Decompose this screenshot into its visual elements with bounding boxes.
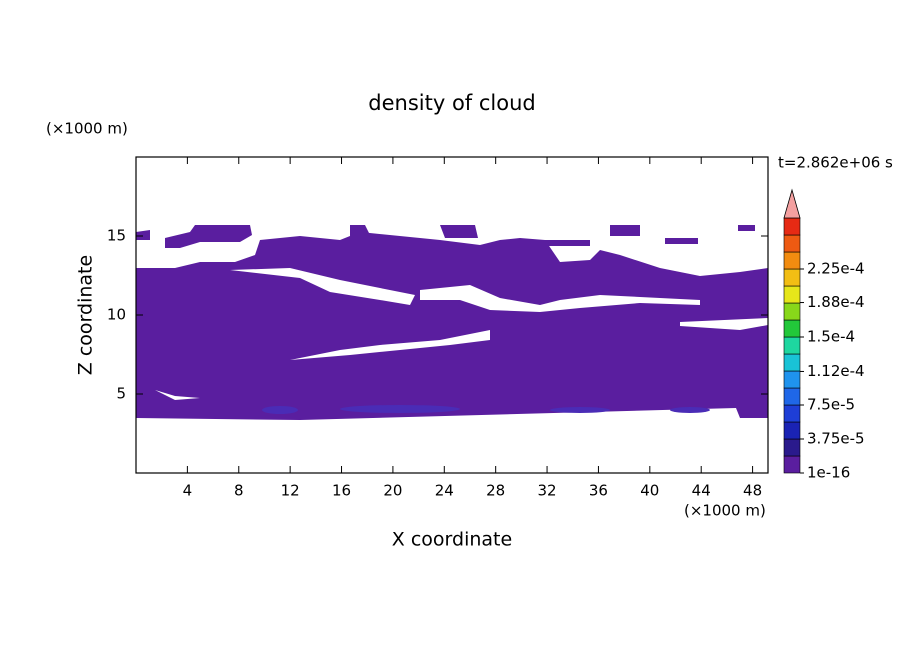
time-label: t=2.862e+06 s xyxy=(778,154,893,172)
colorbar-label: 1.5e-4 xyxy=(807,328,855,346)
colorbar-band xyxy=(783,455,801,474)
colorbar-extend xyxy=(783,188,801,219)
cloud-field xyxy=(136,225,768,420)
colorbar-band xyxy=(783,353,801,372)
streak xyxy=(670,407,710,413)
colorbar-label: 2.25e-4 xyxy=(807,260,865,278)
y-tick-label: 5 xyxy=(116,385,126,403)
x-tick-label: 20 xyxy=(383,482,402,500)
x-tick-label: 8 xyxy=(234,482,244,500)
colorbar-band xyxy=(783,336,801,355)
colorbar-label: 1.88e-4 xyxy=(807,293,865,311)
colorbar-band xyxy=(783,421,801,440)
colorbar-band xyxy=(783,387,801,406)
x-axis-label: X coordinate xyxy=(392,529,512,551)
colorbar-band xyxy=(783,217,801,236)
cloud-blob xyxy=(136,225,755,248)
colorbar-band xyxy=(783,302,801,321)
colorbar-band xyxy=(783,268,801,287)
x-tick-label: 48 xyxy=(743,482,762,500)
colorbar-label: 1.12e-4 xyxy=(807,362,865,380)
x-tick-label: 36 xyxy=(589,482,608,500)
cloud-gaps xyxy=(155,268,768,400)
y-tick-label: 10 xyxy=(107,306,126,324)
x-tick-label: 24 xyxy=(435,482,454,500)
colorbar-band xyxy=(783,251,801,270)
y-axis-label: Z coordinate xyxy=(75,255,97,375)
x-tick-label: 16 xyxy=(332,482,351,500)
cloud-region xyxy=(136,232,768,420)
cloud-gap xyxy=(155,268,768,400)
colorbar-label: 7.5e-5 xyxy=(807,396,855,414)
colorbar-label: 3.75e-5 xyxy=(807,430,865,448)
x-unit: (×1000 m) xyxy=(684,502,766,520)
streak xyxy=(262,406,298,414)
chart-title: density of cloud xyxy=(368,91,535,115)
colorbar-band xyxy=(783,319,801,338)
streak xyxy=(340,405,460,413)
colorbar-band xyxy=(783,285,801,304)
y-tick-label: 15 xyxy=(107,227,126,245)
x-tick-label: 32 xyxy=(538,482,557,500)
streak xyxy=(550,407,610,413)
colorbar-band xyxy=(783,370,801,389)
dense-streaks xyxy=(262,405,710,414)
x-tick-label: 12 xyxy=(281,482,300,500)
x-tick-label: 4 xyxy=(183,482,193,500)
colorbar-band xyxy=(783,234,801,253)
colorbar-band xyxy=(783,404,801,423)
colorbar-label: 1e-16 xyxy=(807,464,850,482)
y-unit: (×1000 m) xyxy=(46,120,128,138)
x-tick-label: 40 xyxy=(640,482,659,500)
colorbar-band xyxy=(783,438,801,457)
x-tick-label: 44 xyxy=(692,482,711,500)
x-tick-label: 28 xyxy=(486,482,505,500)
